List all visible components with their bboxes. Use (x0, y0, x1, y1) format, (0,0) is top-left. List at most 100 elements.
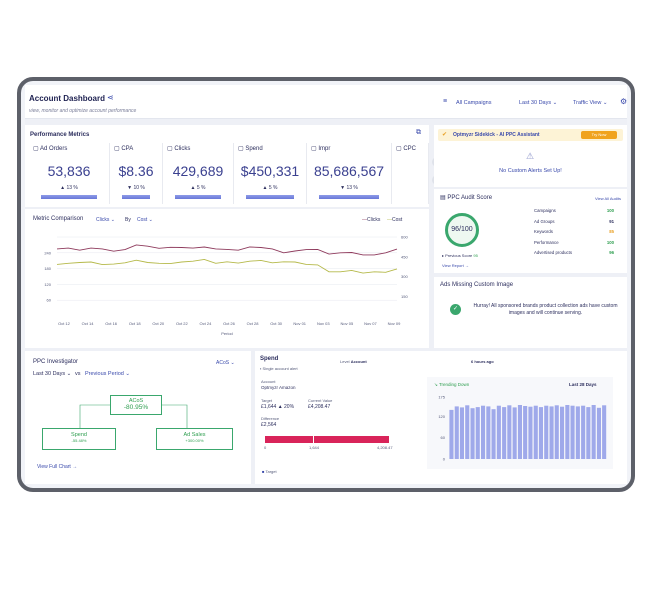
metric-sparkbar (246, 195, 294, 199)
audit-item-value: 91 (609, 218, 614, 224)
trend-bar (470, 408, 475, 459)
spend-alert-card: Spend ▪ Single account alert Level Accou… (255, 351, 627, 484)
y-left-tick-label: 120 (44, 282, 51, 287)
tree-node-ad-sales-value: +300.00% (185, 438, 204, 443)
metric-sparkbar (319, 195, 379, 199)
legend-clicks: —Clicks (362, 217, 381, 223)
success-check-icon: ✓ (450, 304, 461, 315)
bar-target-label: Target (265, 469, 277, 474)
share-icon[interactable]: ⋖ (107, 93, 114, 102)
audit-score-ring: 96/100 (445, 213, 479, 247)
x-tick-label: Oct 28 (247, 321, 260, 326)
metric-value: 429,689 (172, 163, 224, 179)
trend-bar (591, 405, 596, 459)
x-tick-label: Nov 03 (317, 321, 330, 326)
x-tick-label: Nov 01 (293, 321, 306, 326)
previous-score-label: Previous Score (445, 253, 473, 258)
legend-cost-label: Cost (392, 217, 403, 223)
trend-title-label: Trending Down (438, 382, 470, 387)
traffic-view-selector[interactable]: Traffic View ⌄ (573, 100, 607, 106)
compare-period-selector[interactable]: Previous Period ⌄ (85, 371, 130, 377)
metric2-selector[interactable]: Cost ⌄ (137, 217, 153, 223)
investigator-metric-selector[interactable]: ACoS ⌄ (216, 360, 235, 366)
tree-node-ad-sales[interactable]: Ad Sales +300.00% (156, 428, 233, 450)
expand-icon[interactable]: ⧉ (416, 129, 421, 136)
spend-level: Level Account (340, 359, 367, 364)
audit-item-value: 96 (609, 250, 614, 255)
previous-score-value: 95 (473, 253, 478, 258)
ppc-investigator-card: PPC Investigator ACoS ⌄ Last 30 Days ⌄ v… (25, 351, 251, 484)
metric1-label: Clicks (96, 217, 110, 223)
metric2-label: Cost (137, 217, 148, 223)
spend-target-marker (313, 435, 314, 444)
target-label: Target (261, 398, 273, 403)
trend-title: ↘ Trending Down (434, 382, 469, 388)
x-tick-label: Oct 18 (129, 321, 142, 326)
difference-label: Difference (261, 416, 280, 421)
bar-start: 0 (264, 445, 267, 450)
spend-level-value: Account (350, 359, 367, 364)
x-tick-label: Nov 07 (364, 321, 377, 326)
filter-icon[interactable]: ≡ (443, 98, 448, 105)
view-full-chart-label: View Full Chart (37, 464, 71, 470)
metric-tile-clicks[interactable]: ▢ Clicks 429,689 ▲ 5 % (163, 143, 234, 204)
try-now-button[interactable]: Try Now (581, 131, 617, 139)
audit-item: Keywords 85 (534, 229, 614, 234)
orders-icon: ▢ (33, 146, 39, 152)
metric-sparkbar (175, 195, 221, 199)
target-value: £1,644 ▲ 20% (261, 404, 294, 410)
trend-bar (549, 406, 554, 459)
tree-node-acos[interactable]: ACoS -80.95% (110, 395, 162, 415)
metric1-selector[interactable]: Clicks ⌄ (96, 217, 115, 223)
trend-bar (465, 405, 470, 459)
view-full-chart-link[interactable]: View Full Chart → (37, 464, 78, 470)
target-amount: £1,644 (261, 404, 277, 410)
tree-node-acos-label: ACoS (128, 398, 144, 404)
trend-bar (517, 405, 522, 459)
settings-gear-icon[interactable]: ⚙ (620, 97, 627, 106)
metric-label: ▢ Ad Orders (33, 145, 67, 152)
metric-tile-cpa[interactable]: ▢ CPA $8.36 ▼ 10 % (110, 143, 163, 204)
all-campaigns-selector[interactable]: All Campaigns (456, 100, 492, 106)
spend-progress-bar (265, 436, 389, 443)
y-left-tick-label: 60 (47, 298, 52, 303)
trend-bar (523, 406, 528, 459)
check-icon: ✔ (442, 132, 448, 138)
audit-item-label: Advertised products (534, 250, 572, 255)
date-range-selector[interactable]: Last 30 Days ⌄ (519, 100, 557, 106)
investigator-tree-lines (79, 404, 188, 428)
trend-down-icon: ↘ (434, 382, 438, 387)
audit-item: Ad Groups 91 (534, 219, 614, 224)
metric-comparison-chart: 60 120 180 240 150 300 450 600 Oct 12 Oct 14 Oct 1… (44, 235, 408, 337)
performance-metrics-card: Performance Metrics ⧉ ▢ Ad Orders 53,836 ▲… (25, 125, 429, 207)
trend-bar (570, 405, 575, 459)
metric-tile-cpc[interactable]: ▢ CPC (392, 143, 429, 204)
view-report-link[interactable]: View Report → (442, 263, 469, 268)
series-line-cost (56, 258, 398, 274)
x-tick-label: Oct 16 (105, 321, 118, 326)
metric-tile-impr[interactable]: ▢ Impr 85,686,567 ▼ 13 % (307, 143, 392, 204)
metric-label: ▢ Impr (311, 145, 330, 152)
legend-cost: —Cost (387, 217, 403, 223)
cpa-icon: ▢ (114, 146, 120, 152)
previous-score: ▸ Previous Score 95 (442, 253, 478, 258)
spend-subtitle: ▪ Single account alert (260, 366, 298, 371)
trend-bar (459, 407, 464, 459)
metric-tile-ad-orders[interactable]: ▢ Ad Orders 53,836 ▲ 13 % (29, 143, 110, 204)
metric-label: ▢ Spend (238, 145, 263, 152)
audit-title-label: PPC Audit Score (447, 195, 493, 201)
traffic-view-label: Traffic View (573, 100, 602, 106)
bar-y-tick-label: 120 (438, 414, 445, 419)
investigator-period[interactable]: Last 30 Days ⌄ (33, 371, 72, 377)
metric-tile-spend[interactable]: ▢ Spend $450,331 ▲ 5 % (234, 143, 307, 204)
bar-target-legend: ■ Target (262, 469, 277, 474)
account-label: Account (261, 379, 276, 384)
metric-label: ▢ Clicks (167, 145, 190, 152)
current-value: £4,208.47 (308, 404, 331, 410)
trend-bar (581, 405, 586, 459)
metric-label: ▢ CPC (396, 145, 416, 152)
series-line-clicks (56, 244, 398, 256)
tree-node-spend[interactable]: Spend -55.48% (42, 428, 116, 450)
view-all-audits-link[interactable]: View All Audits (595, 196, 621, 201)
ppc-audit-card: ▤ PPC Audit Score View All Audits 96/100… (434, 189, 627, 273)
